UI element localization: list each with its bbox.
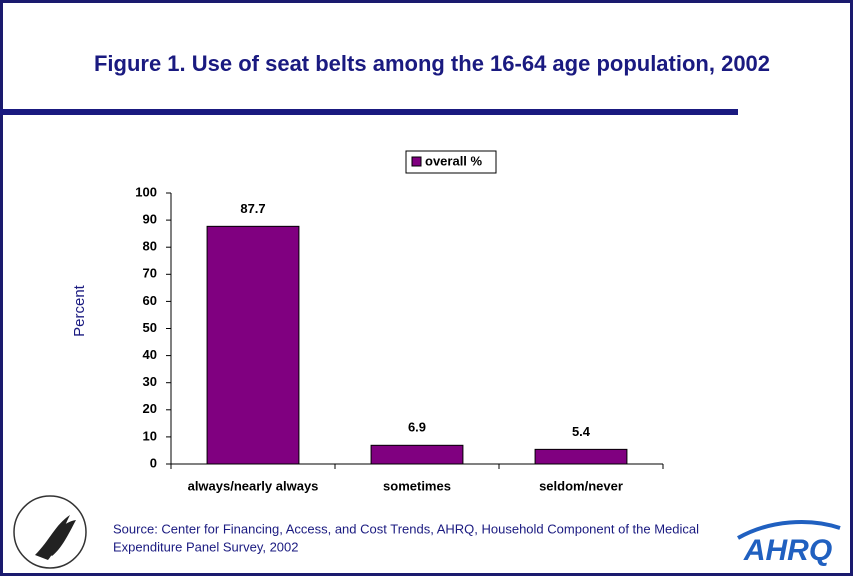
bar [370, 444, 464, 465]
x-tick-label: sometimes [383, 478, 451, 493]
legend-swatch [411, 156, 422, 167]
y-tick-label: 50 [143, 320, 157, 335]
data-label: 87.7 [240, 201, 265, 216]
legend-box [405, 150, 497, 174]
x-tick-label: always/nearly always [188, 478, 319, 493]
y-axis-label: Percent [71, 284, 88, 337]
hhs-logo [13, 495, 87, 569]
ahrq-logo: AHRQ [737, 520, 841, 567]
legend-label: overall % [425, 153, 483, 168]
x-tick-label: seldom/never [539, 478, 623, 493]
title-rule [0, 109, 738, 115]
y-tick-label: 10 [143, 428, 157, 443]
ahrq-logo-text: AHRQ [743, 534, 832, 567]
y-tick-label: 100 [135, 184, 157, 199]
bar [534, 448, 628, 465]
y-tick-label: 20 [143, 401, 157, 416]
source-note: Source: Center for Financing, Access, an… [113, 521, 699, 536]
y-tick-label: 0 [150, 455, 157, 470]
y-tick-label: 40 [143, 347, 157, 362]
data-label: 5.4 [572, 424, 591, 439]
data-label: 6.9 [408, 420, 426, 435]
y-tick-label: 80 [143, 239, 157, 254]
chart-title: Figure 1. Use of seat belts among the 16… [94, 51, 770, 76]
y-tick-label: 70 [143, 266, 157, 281]
y-tick-label: 30 [143, 374, 157, 389]
bar [206, 225, 300, 465]
y-tick-label: 60 [143, 293, 157, 308]
source-note: Expenditure Panel Survey, 2002 [113, 539, 299, 554]
y-tick-label: 90 [143, 212, 157, 227]
